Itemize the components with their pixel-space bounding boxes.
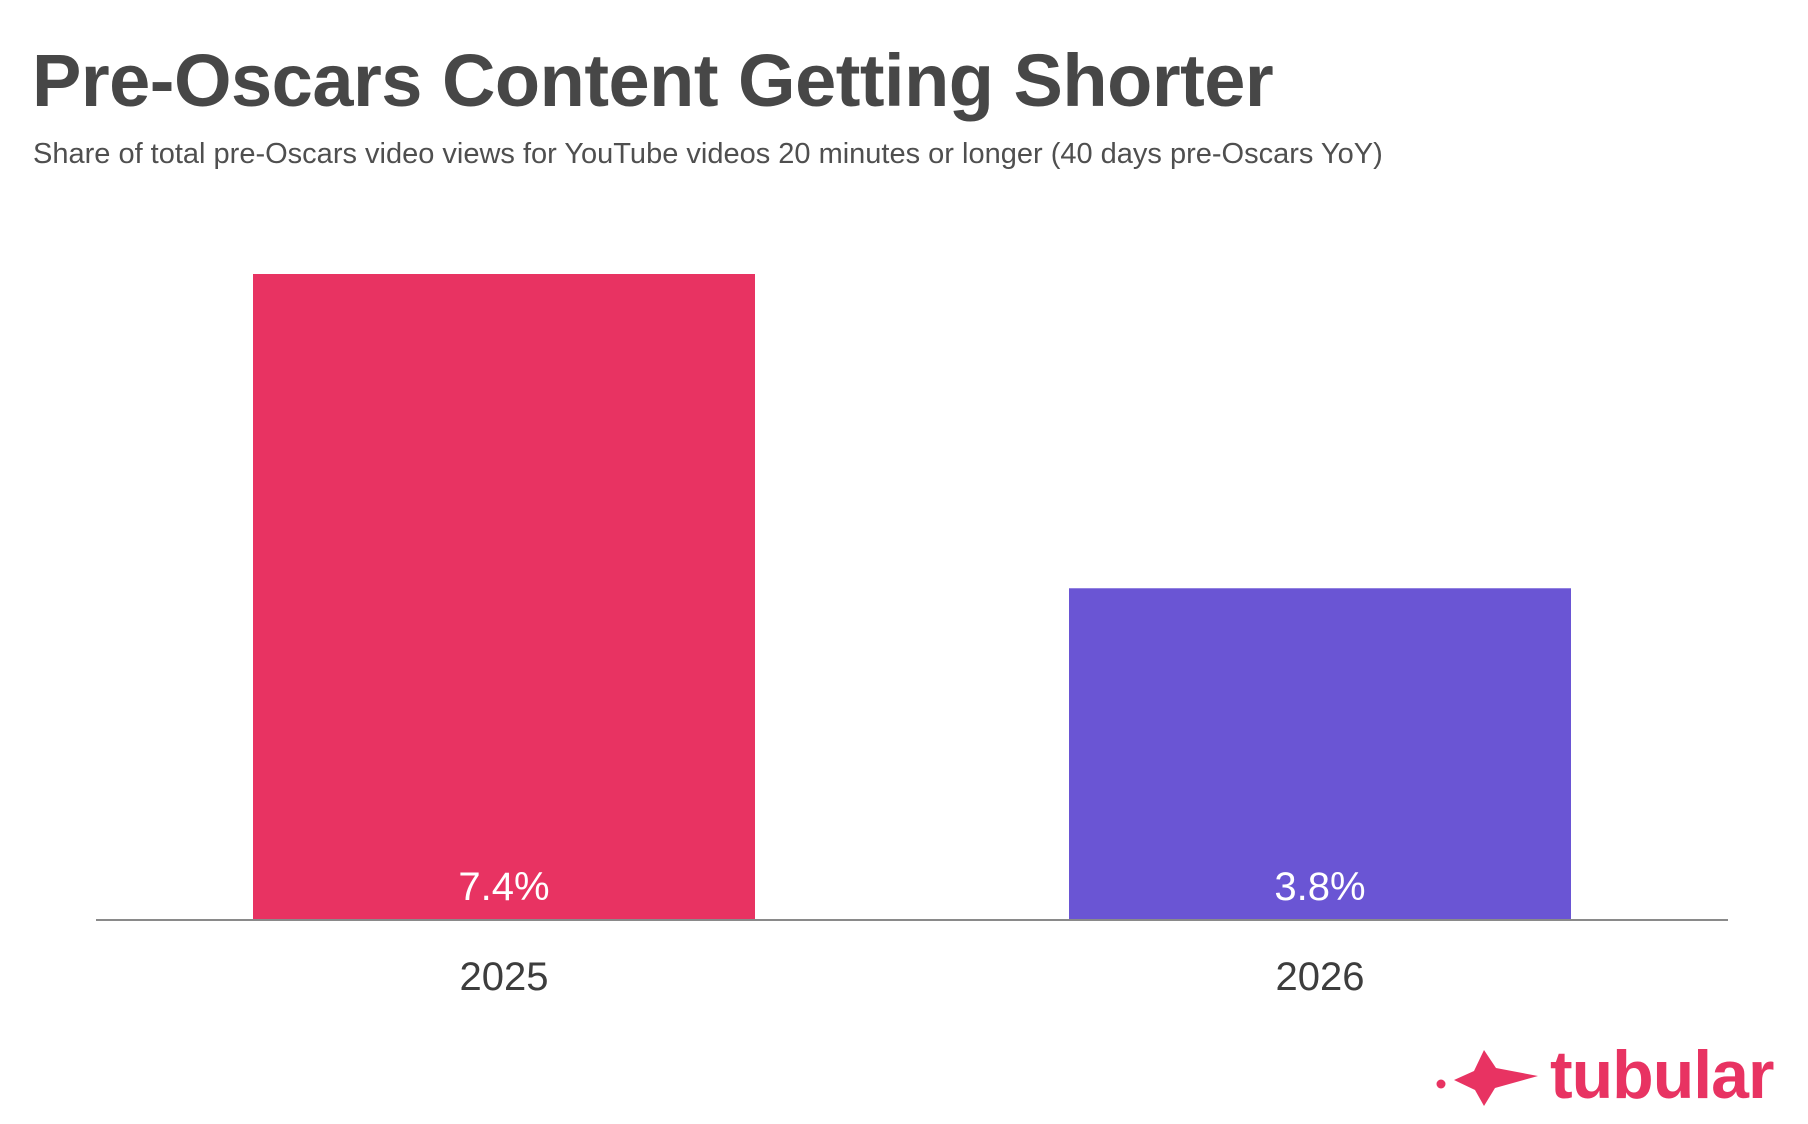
x-tick-label-2025: 2025 [460,955,549,999]
labels-layer: 7.4% 2025 3.8% 2026 [458,865,1365,999]
data-label-2025: 7.4% [458,865,549,909]
x-tick-label-2026: 2026 [1276,955,1365,999]
chart-title: Pre-Oscars Content Getting Shorter [32,39,1274,122]
brand-logo: tubular [1432,1037,1774,1113]
bar-2025 [253,274,755,920]
bar-2026 [1069,588,1571,920]
bars-layer [253,274,1571,920]
data-label-2026: 3.8% [1274,865,1365,909]
brand-name: tubular [1550,1037,1774,1113]
chart-subtitle: Share of total pre-Oscars video views fo… [33,138,1383,170]
tubular-fish-icon [1436,1050,1538,1106]
